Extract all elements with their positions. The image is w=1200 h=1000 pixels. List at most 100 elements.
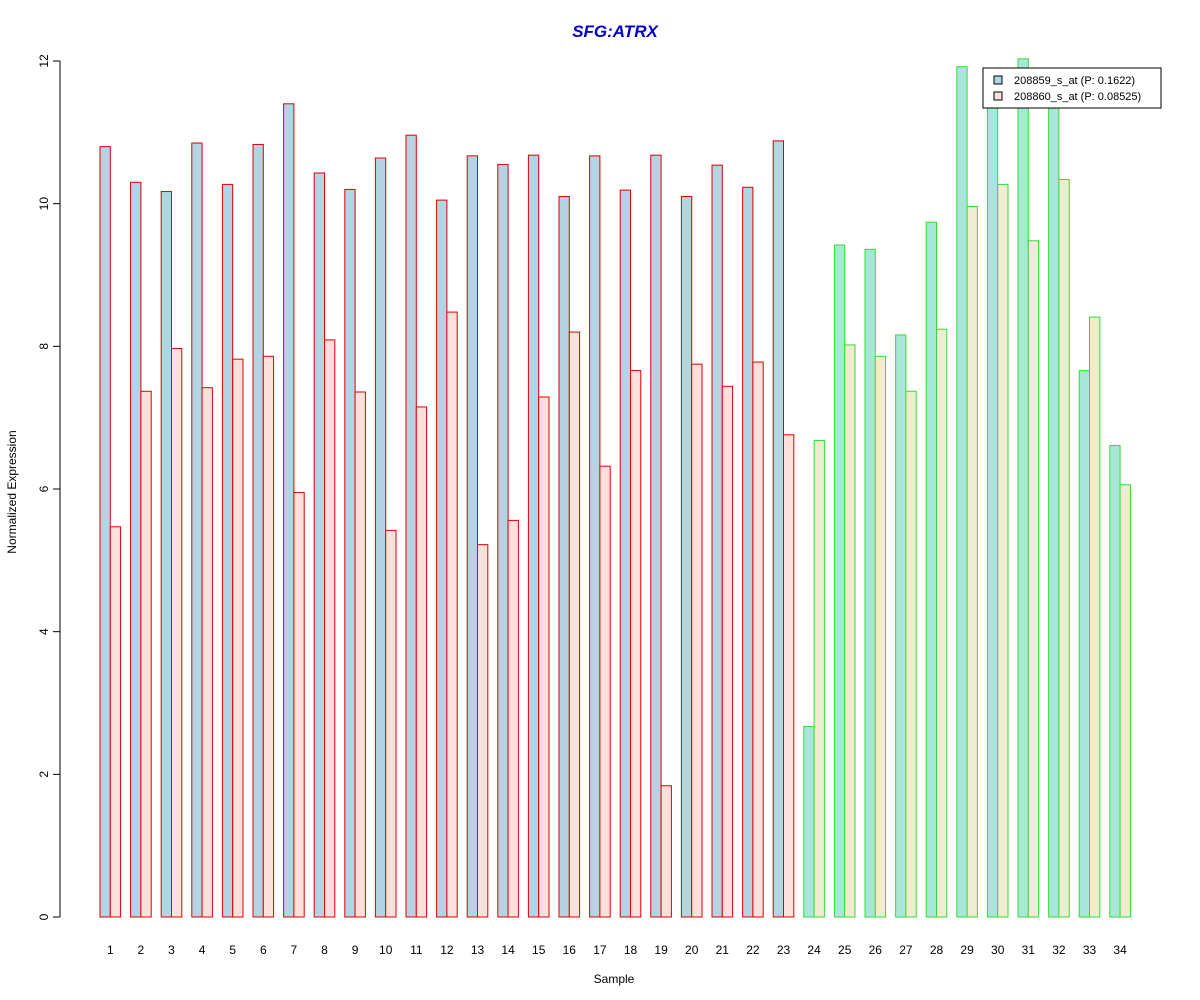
- y-tick-label: 6: [37, 485, 51, 492]
- bar-208860-sample-13: [477, 544, 489, 918]
- chart-title: SFG:ATRX: [572, 22, 659, 41]
- bar-208860-sample-34: [1119, 484, 1131, 918]
- x-axis-label: Sample: [594, 972, 635, 986]
- bar-208859-sample-27: [895, 334, 907, 918]
- x-tick-label: 28: [930, 943, 944, 957]
- x-tick-label: 9: [352, 943, 359, 957]
- y-tick-label: 4: [37, 628, 51, 635]
- bar-208860-sample-20: [691, 363, 703, 918]
- bar-208860-sample-17: [599, 465, 611, 918]
- legend: 208859_s_at (P: 0.1622) 208860_s_at (P: 0…: [982, 67, 1162, 109]
- bar-208860-sample-6: [262, 355, 275, 918]
- bar-208860-sample-10: [385, 529, 397, 918]
- x-tick-label: 16: [563, 943, 577, 957]
- bar-208859-sample-9: [344, 188, 356, 918]
- y-tick-label: 0: [37, 913, 51, 920]
- x-tick-label: 25: [838, 943, 852, 957]
- legend-box: [982, 67, 1162, 109]
- bar-208859-sample-17: [589, 155, 601, 918]
- bar-208860-sample-12: [446, 311, 458, 918]
- bar-208860-sample-5: [232, 358, 244, 918]
- x-tick-label: 14: [501, 943, 515, 957]
- bar-208859-sample-18: [619, 189, 632, 918]
- bar-208859-sample-14: [497, 163, 509, 918]
- bar-208859-sample-15: [527, 154, 540, 918]
- bar-208860-sample-31: [1027, 240, 1040, 918]
- bar-208860-sample-8: [324, 339, 336, 918]
- x-tick-label: 7: [291, 943, 298, 957]
- bar-208859-sample-1: [99, 146, 111, 918]
- y-tick-label: 10: [37, 197, 51, 211]
- bar-208859-sample-25: [833, 244, 846, 918]
- bar-208859-sample-29: [956, 66, 968, 918]
- x-tick-label: 29: [960, 943, 974, 957]
- x-tick-label: 12: [440, 943, 454, 957]
- x-tick-label: 21: [716, 943, 730, 957]
- legend-swatch: [993, 91, 1003, 101]
- bar-208859-sample-8: [313, 172, 326, 918]
- bar-208859-sample-4: [191, 142, 203, 918]
- y-tick-label: 8: [37, 343, 51, 350]
- x-tick-label: 2: [138, 943, 145, 957]
- bar-208859-sample-19: [650, 154, 662, 918]
- bar-208860-sample-4: [201, 387, 213, 918]
- bar-208860-sample-29: [966, 206, 978, 918]
- legend-label: 208860_s_at (P: 0.08525): [1014, 91, 1141, 103]
- x-axis: 1 2 3 4 5 6 7 8 9 10 11 12 13 14 15 16 17 18 19 20 21 22 23 24 2…: [107, 943, 1127, 957]
- x-tick-label: 1: [107, 943, 114, 957]
- y-tick-label: 2: [37, 771, 51, 778]
- bar-208860-sample-23: [783, 434, 795, 918]
- y-axis-label: Normalized Expression: [5, 430, 19, 553]
- bar-208860-sample-9: [354, 391, 366, 918]
- bar-208860-sample-32: [1058, 178, 1070, 918]
- bar-208859-sample-23: [772, 140, 785, 918]
- legend-swatch: [993, 75, 1003, 85]
- bar-208859-sample-13: [466, 155, 479, 918]
- bar-208860-sample-28: [936, 328, 948, 918]
- bar-208859-sample-32: [1048, 106, 1060, 918]
- bar-208860-sample-1: [109, 526, 122, 918]
- x-tick-label: 3: [168, 943, 175, 957]
- bar-208860-sample-2: [140, 390, 152, 918]
- x-tick-label: 6: [260, 943, 267, 957]
- x-tick-label: 22: [746, 943, 760, 957]
- y-axis: 0 2 4 6 8 10 12: [37, 54, 61, 920]
- bar-208859-sample-22: [742, 186, 754, 918]
- x-tick-label: 20: [685, 943, 699, 957]
- bar-208859-sample-26: [864, 248, 876, 918]
- bar-208859-sample-10: [374, 157, 387, 918]
- bar-208859-sample-16: [558, 196, 570, 918]
- bar-208859-sample-3: [160, 191, 172, 918]
- x-tick-label: 27: [899, 943, 913, 957]
- bar-208860-sample-22: [752, 361, 764, 918]
- x-tick-label: 4: [199, 943, 206, 957]
- x-tick-label: 13: [471, 943, 485, 957]
- bar-208860-sample-15: [538, 396, 550, 918]
- bar-208859-sample-6: [252, 143, 264, 918]
- x-tick-label: 18: [624, 943, 638, 957]
- legend-label: 208859_s_at (P: 0.1622): [1014, 75, 1135, 87]
- bar-208860-sample-11: [415, 406, 428, 918]
- bar-208859-sample-30: [986, 101, 999, 918]
- bars: [99, 58, 1131, 918]
- bar-208860-sample-30: [997, 183, 1009, 918]
- x-tick-label: 11: [410, 943, 423, 957]
- bar-208860-sample-24: [813, 439, 825, 918]
- x-tick-label: 10: [379, 943, 393, 957]
- bar-208860-sample-19: [660, 785, 672, 918]
- x-tick-label: 34: [1113, 943, 1127, 957]
- bar-208859-sample-31: [1017, 58, 1029, 918]
- bar-208860-sample-16: [568, 331, 581, 918]
- y-tick-label: 12: [37, 54, 51, 68]
- bar-208859-sample-7: [283, 103, 295, 918]
- x-tick-label: 33: [1083, 943, 1097, 957]
- bar-208859-sample-33: [1078, 370, 1090, 918]
- bar-208859-sample-20: [680, 196, 693, 918]
- x-tick-label: 17: [593, 943, 607, 957]
- bar-208860-sample-25: [844, 344, 856, 918]
- x-tick-label: 24: [807, 943, 821, 957]
- x-tick-label: 19: [654, 943, 668, 957]
- bar-208860-sample-33: [1089, 316, 1101, 918]
- bar-208860-sample-18: [630, 370, 642, 918]
